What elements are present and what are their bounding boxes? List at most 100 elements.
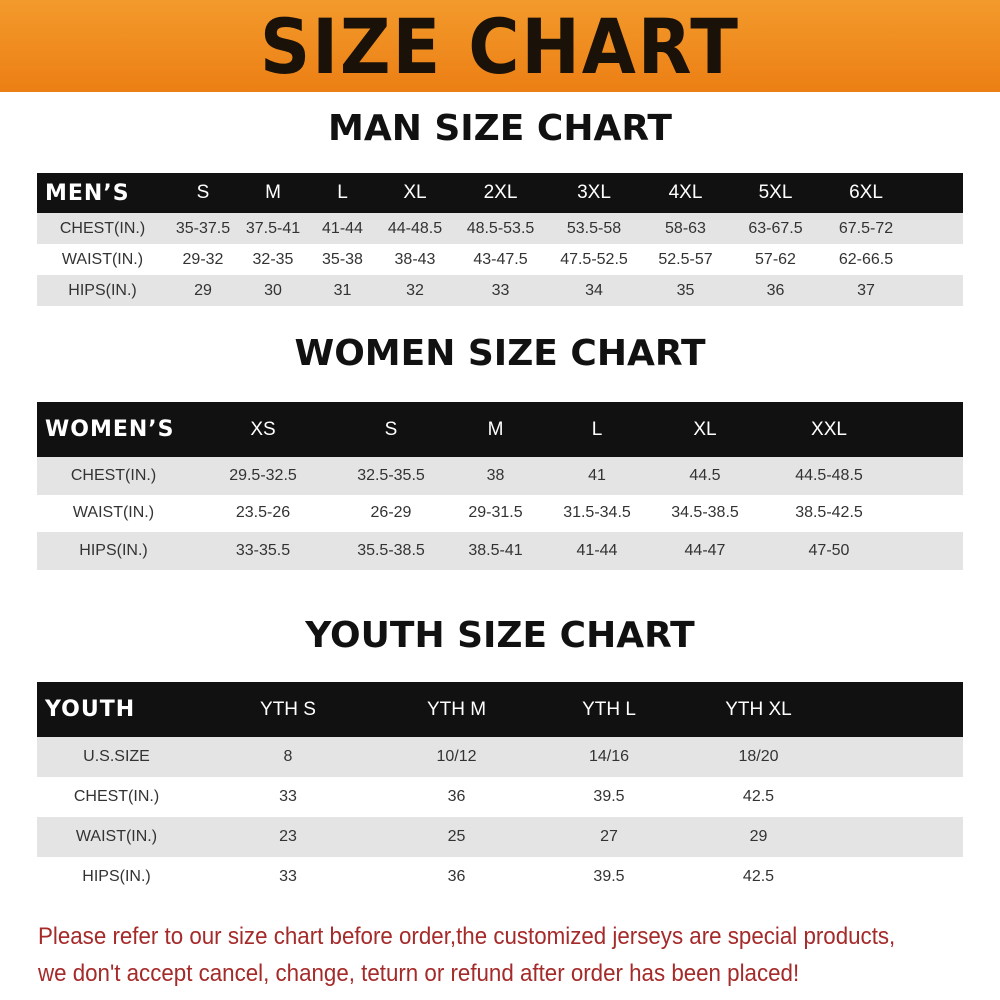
table-cell: 35.5-38.5 [357,541,425,559]
table-cell: 32.5-35.5 [357,466,425,484]
row-label: MEN’S [45,180,130,206]
table-cell: 34 [585,281,603,299]
table-cell: 29 [749,828,768,845]
row-label: HIPS(IN.) [68,281,137,299]
table-cell: 44-48.5 [387,219,443,237]
row-label: WAIST(IN.) [61,250,144,268]
table-row: WAIST(IN.) 23.5-26 26-29 29-31.5 31.5-34.5 34… [37,495,963,533]
table-header-row: YOUTH YTH S YTH M YTH L YTH XL [37,682,963,737]
table-cell: 57-62 [755,250,796,268]
row-label: YOUTH [45,697,136,722]
banner: SIZE CHART [0,0,1000,92]
men-heading: MAN SIZE CHART [328,108,672,149]
table-cell: 6XL [849,182,883,203]
table-cell: 47-50 [808,541,850,559]
table-cell: 31.5-34.5 [563,504,631,522]
men-size-table: MEN’S S M L XL 2XL 3XL 4XL 5XL 6XL CHEST(IN.) 35-37… [37,173,963,306]
row-label: U.S.SIZE [83,748,150,765]
table-cell: 25 [447,828,466,845]
table-row: WAIST(IN.) 23 25 27 29 [37,817,963,857]
row-label: CHEST(IN.) [73,788,160,805]
table-cell: M [487,418,504,440]
table-cell: L [337,182,348,203]
table-cell: 32 [406,281,424,299]
table-row: HIPS(IN.) 29 30 31 32 33 34 35 36 37 [37,275,963,306]
table-cell: 37 [857,281,875,299]
table-row: CHEST(IN.) 33 36 39.5 42.5 [37,777,963,817]
table-cell: S [196,182,210,203]
table-row: CHEST(IN.) 29.5-32.5 32.5-35.5 38 41 44.5 44.5… [37,457,963,495]
women-size-table: WOMEN’S XS S M L XL XXL CHEST(IN.) 29.5-32.5 32.5… [37,402,963,570]
table-cell: YTH L [582,698,636,720]
table-cell: 23.5-26 [235,504,291,522]
table-cell: S [384,418,398,440]
youth-heading: YOUTH SIZE CHART [305,615,695,656]
table-cell: 39.5 [593,868,625,885]
table-cell: 38.5-42.5 [795,504,863,522]
table-cell: 35 [676,281,695,299]
table-cell: 34.5-38.5 [671,504,739,522]
row-label: WAIST(IN.) [75,828,158,845]
table-row: HIPS(IN.) 33 36 39.5 42.5 [37,857,963,897]
youth-size-table: YOUTH YTH S YTH M YTH L YTH XL U.S.SIZE 8 10/12… [37,682,963,897]
table-cell: 36 [447,788,466,805]
table-cell: YTH S [260,698,316,720]
table-cell: L [591,418,603,440]
row-label: CHEST(IN.) [70,466,157,484]
table-cell: 35-38 [322,250,363,268]
table-cell: 38.5-41 [468,541,523,559]
table-cell: 29 [194,281,212,299]
table-cell: 44-47 [684,541,726,559]
table-cell: 41 [588,466,606,484]
table-cell: XXL [811,418,847,440]
table-cell: XL [403,182,427,203]
row-label: HIPS(IN.) [82,868,151,885]
table-cell: 44.5 [689,466,721,484]
table-cell: XL [693,418,717,440]
notice-line-1: Please refer to our size chart before or… [38,923,896,950]
table-cell: 63-67.5 [748,219,803,237]
notice: Please refer to our size chart before or… [38,918,978,992]
table-cell: 38-43 [394,250,436,268]
table-row: WAIST(IN.) 29-32 32-35 35-38 38-43 43-47.5 47.… [37,244,963,275]
table-cell: 33 [279,788,297,805]
table-cell: 52.5-57 [658,250,713,268]
table-cell: 10/12 [436,748,477,765]
table-cell: 23 [279,828,297,845]
row-label: WOMEN’S [45,417,175,442]
table-cell: 44.5-48.5 [795,466,863,484]
table-cell: 58-63 [665,219,706,237]
table-cell: 33 [491,281,510,299]
table-cell: 62-66.5 [838,250,894,268]
table-cell: 33 [279,868,297,885]
table-cell: 42.5 [742,868,775,885]
table-cell: 26-29 [370,504,412,522]
table-cell: 2XL [483,182,518,203]
table-row: CHEST(IN.) 35-37.5 37.5-41 41-44 44-48.5 48.5… [37,213,963,244]
notice-line-2: we don't accept cancel, change, teturn o… [38,960,800,987]
table-cell: XS [250,418,276,440]
table-cell: 14/16 [588,748,630,765]
table-cell: 41-44 [576,541,618,559]
table-cell: 33-35.5 [235,541,291,559]
row-label: HIPS(IN.) [79,541,148,559]
table-cell: 3XL [577,182,611,203]
table-row: U.S.SIZE 8 10/12 14/16 18/20 [37,737,963,777]
row-label: WAIST(IN.) [72,504,155,522]
table-cell: 67.5-72 [838,219,894,237]
table-cell: 38 [486,466,505,484]
table-cell: 32-35 [252,250,294,268]
table-cell: M [265,182,281,203]
table-cell: 18/20 [738,748,779,765]
row-label: CHEST(IN.) [59,219,146,237]
table-cell: 53.5-58 [566,219,622,237]
table-cell: 8 [283,748,293,765]
table-cell: 35-37.5 [175,219,231,237]
table-cell: 48.5-53.5 [466,219,535,237]
table-cell: 36 [766,281,785,299]
table-cell: 42.5 [742,788,775,805]
table-cell: 37.5-41 [245,219,301,237]
table-row: HIPS(IN.) 33-35.5 35.5-38.5 38.5-41 41-44 44-… [37,532,963,570]
table-cell: 39.5 [593,788,625,805]
table-cell: 41-44 [322,219,363,237]
